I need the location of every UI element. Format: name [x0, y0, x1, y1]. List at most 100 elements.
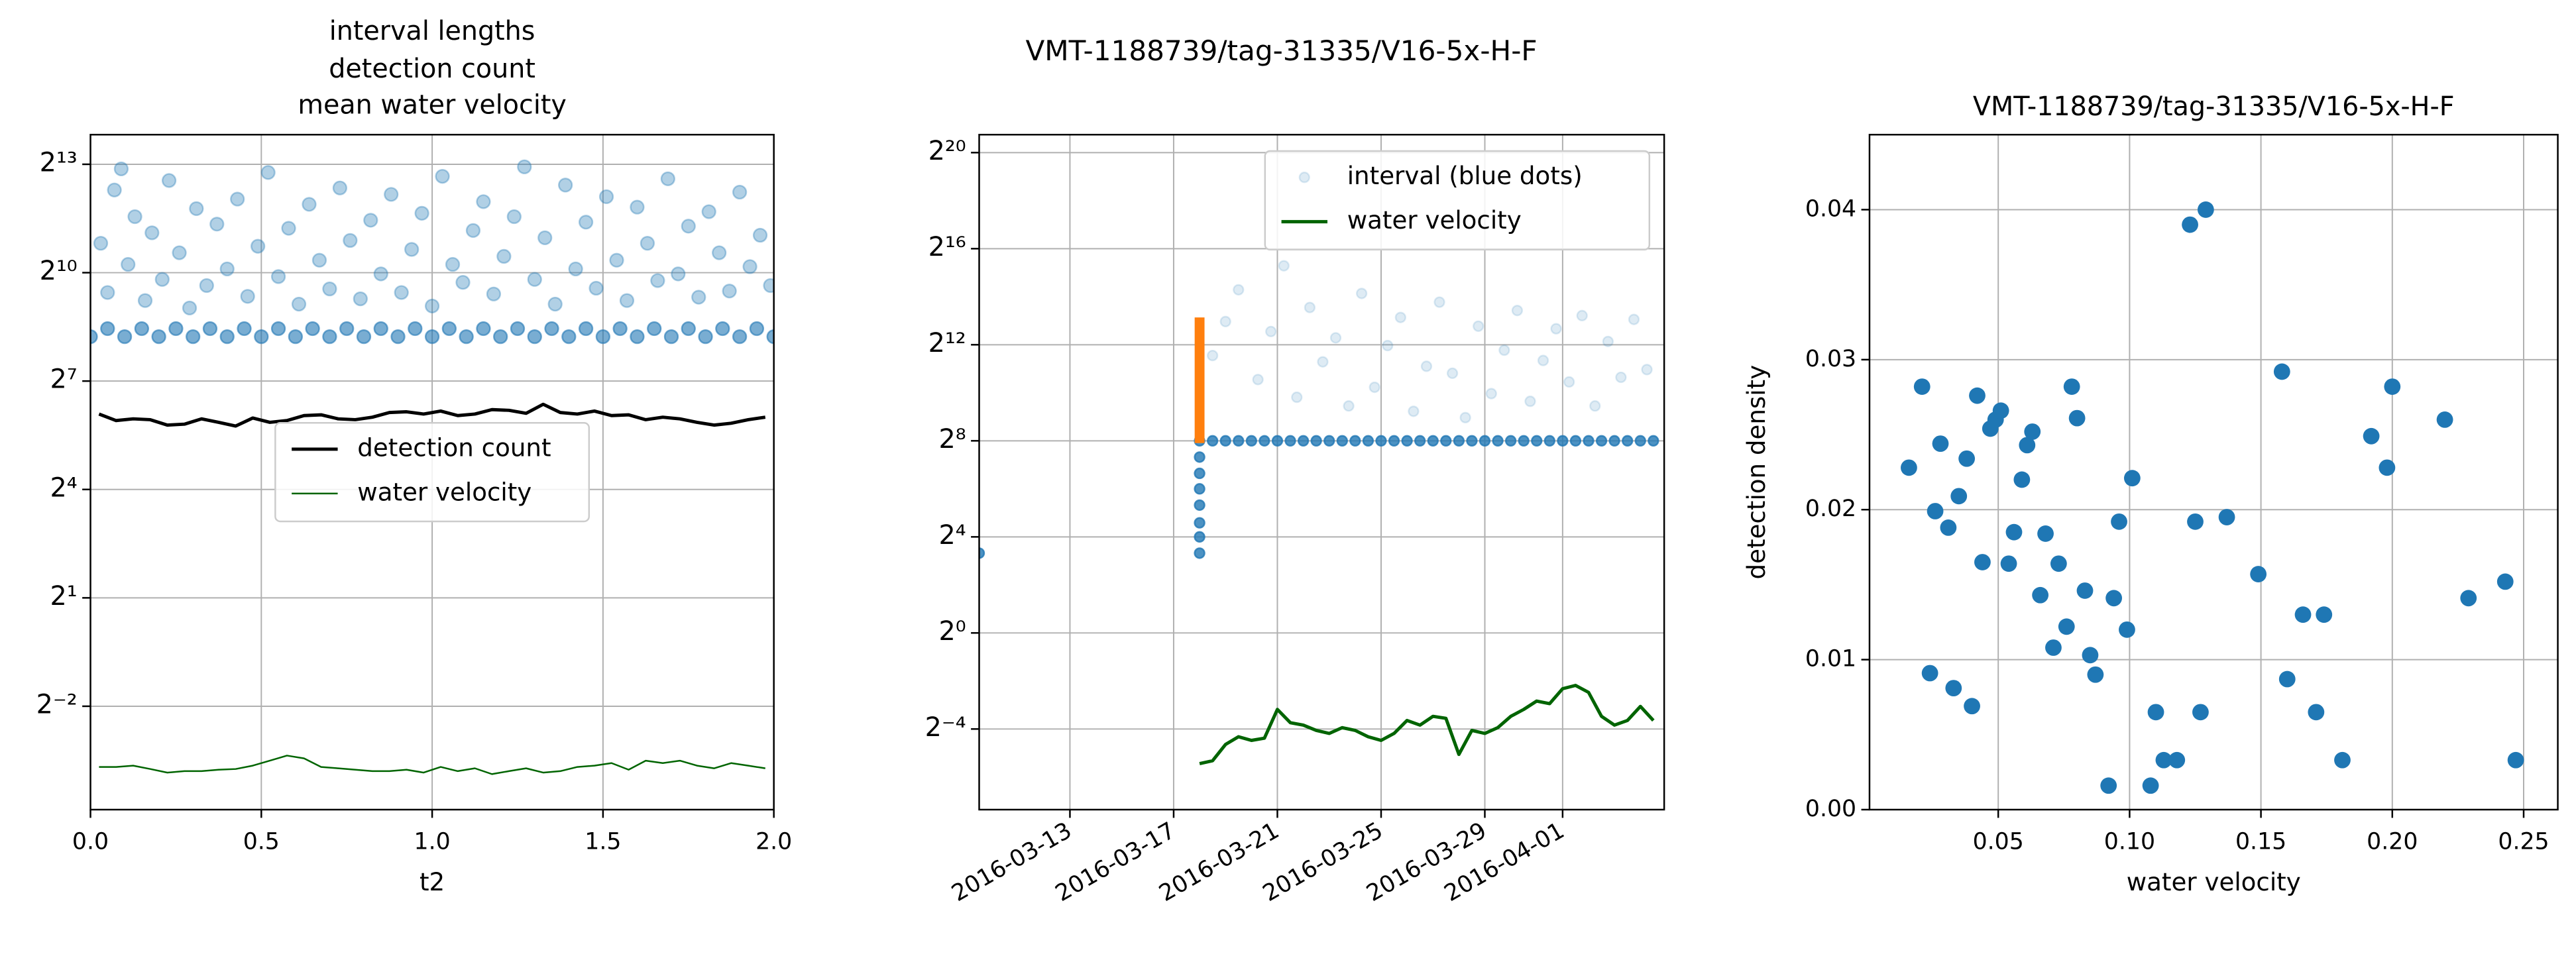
- point: [322, 281, 337, 297]
- x-tick-label: 1.0: [414, 829, 451, 855]
- point: [1466, 435, 1478, 447]
- y-tick-label: 2⁻²: [36, 689, 78, 720]
- point: [598, 189, 614, 205]
- point: [1945, 680, 1962, 697]
- axes-frame: [89, 134, 775, 811]
- y-tick-label: 2⁰: [939, 616, 966, 647]
- point: [2024, 423, 2041, 440]
- point: [1479, 435, 1491, 447]
- point: [640, 236, 655, 251]
- point: [1964, 698, 1980, 715]
- point: [527, 272, 542, 287]
- point: [2308, 704, 2325, 721]
- point: [1446, 367, 1459, 380]
- point: [1589, 400, 1601, 412]
- point: [1259, 435, 1270, 447]
- point: [595, 329, 611, 345]
- point: [1453, 435, 1465, 447]
- point: [630, 329, 645, 345]
- point: [339, 321, 355, 337]
- point: [1362, 435, 1374, 447]
- x-tick-label: 0.5: [243, 829, 280, 855]
- legend: interval (blue dots) water velocity: [1264, 150, 1651, 251]
- point: [2436, 411, 2453, 428]
- point: [2218, 509, 2235, 525]
- point: [1194, 483, 1205, 495]
- point: [353, 291, 368, 307]
- point: [1927, 503, 1944, 519]
- y-tick-label: 0.02: [1805, 496, 1856, 522]
- point: [1329, 332, 1342, 344]
- plot-area: [90, 159, 774, 775]
- point: [1297, 435, 1310, 447]
- point: [2100, 777, 2117, 794]
- point: [2316, 606, 2333, 623]
- point: [445, 256, 461, 272]
- point: [1992, 402, 2009, 419]
- point: [363, 213, 378, 228]
- point: [2123, 470, 2141, 487]
- point: [1440, 435, 1452, 447]
- point: [1349, 435, 1361, 447]
- point: [732, 184, 748, 200]
- point: [2063, 378, 2080, 395]
- point: [384, 187, 399, 202]
- point: [2037, 525, 2054, 542]
- point: [332, 180, 348, 195]
- point: [1291, 391, 1303, 403]
- point: [144, 225, 160, 241]
- point: [2197, 201, 2214, 218]
- x-tick-label: 0.25: [2498, 829, 2549, 855]
- point: [199, 278, 214, 294]
- point: [2005, 523, 2023, 541]
- x-tick-label: 2.0: [756, 829, 792, 855]
- subplot: 0.05 0.10 0.15 0.20 0.25 0.00 0.01 0.02 0.03 0.04…: [1742, 91, 2559, 896]
- point: [1219, 435, 1231, 447]
- point: [979, 547, 985, 559]
- point: [2460, 590, 2477, 607]
- y-tick-label: 2¹²: [928, 328, 966, 358]
- point: [322, 329, 337, 345]
- point: [270, 269, 286, 284]
- y-tick-label: 0.00: [1805, 796, 1856, 822]
- point: [660, 171, 675, 187]
- point: [93, 236, 109, 251]
- y-tick-label: 2²⁰: [928, 136, 966, 166]
- point: [1408, 405, 1420, 417]
- point: [250, 239, 266, 254]
- point: [1901, 459, 1917, 476]
- point: [681, 321, 696, 337]
- point: [260, 165, 276, 180]
- point: [408, 321, 423, 337]
- point: [2032, 586, 2049, 604]
- point: [1504, 435, 1517, 447]
- point: [182, 300, 197, 316]
- point: [752, 227, 768, 243]
- point: [766, 329, 774, 345]
- chart-title: interval lengths: [329, 16, 535, 46]
- point: [1958, 450, 1976, 467]
- point: [151, 329, 166, 345]
- point: [390, 329, 406, 345]
- point: [732, 329, 748, 345]
- point: [1194, 499, 1205, 511]
- point: [394, 285, 409, 300]
- y-tick-label: 0.04: [1805, 195, 1856, 222]
- point: [517, 159, 532, 174]
- point: [609, 252, 624, 268]
- legend-label: water velocity: [1347, 205, 1522, 235]
- point: [186, 329, 201, 345]
- y-tick-label: 0.03: [1805, 346, 1856, 372]
- legend-label: interval (blue dots): [1347, 161, 1583, 190]
- point: [1459, 411, 1471, 423]
- point: [1206, 349, 1219, 362]
- point: [1336, 435, 1348, 447]
- point: [237, 321, 252, 337]
- point: [476, 194, 491, 209]
- x-tick-label: 0.0: [72, 829, 109, 855]
- point: [1602, 335, 1614, 348]
- line: [98, 402, 766, 428]
- point: [2192, 704, 2209, 721]
- figure-title: VMT-1188739/tag-31335/V16-5x-H-F: [1026, 34, 1538, 67]
